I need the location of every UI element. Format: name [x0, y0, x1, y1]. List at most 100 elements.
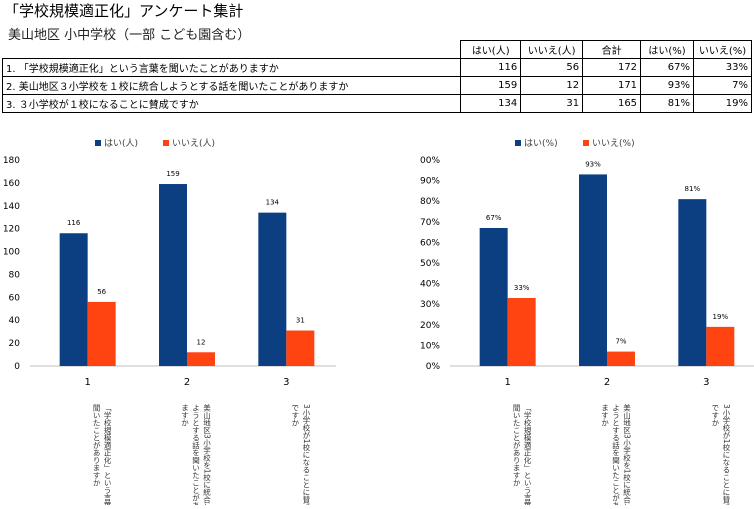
- bar: [579, 174, 607, 366]
- column-header: いいえ(%): [693, 40, 752, 59]
- bar: [187, 352, 215, 366]
- total-cell: 165: [582, 94, 642, 113]
- bar: [159, 184, 187, 366]
- bar: [286, 330, 315, 366]
- legend-swatch: [163, 140, 169, 146]
- data-label: 12: [197, 338, 206, 346]
- legend-swatch: [95, 140, 101, 146]
- y-tick-label: 70%: [420, 218, 440, 228]
- category-label: 3: [703, 377, 709, 388]
- legend-label: いいえ(人): [172, 138, 215, 149]
- bar: [258, 212, 287, 366]
- yes-count-cell: 134: [460, 94, 522, 113]
- y-tick-label: 90%: [420, 177, 440, 187]
- data-label: 31: [296, 317, 305, 325]
- category-note: ようとする話を聞いたことがあり: [191, 404, 200, 505]
- y-tick-label: 40: [9, 316, 21, 326]
- page-subtitle: 美山地区 小中学校（一部 こども園含む）: [8, 28, 251, 43]
- y-tick-label: 100: [3, 248, 20, 258]
- summary-table: はい(人) いいえ(人) 合計 はい(%) いいえ(%) 1. 「学校規模適正化…: [1, 40, 752, 113]
- data-label: 116: [67, 219, 81, 227]
- bar: [507, 298, 536, 366]
- category-note: 3小学校が1校になることに賛成: [302, 404, 311, 505]
- y-tick-label: 80: [9, 270, 21, 280]
- total-cell: 172: [582, 58, 642, 77]
- data-label: 81%: [685, 185, 701, 193]
- y-tick-label: 140: [3, 202, 20, 212]
- table-row: 2. 美山地区３小学校を１校に統合しようとする話を聞いたことがありますか 159…: [1, 76, 752, 95]
- y-tick-label: 100%: [420, 156, 440, 166]
- bar: [87, 301, 116, 366]
- column-header: いいえ(人): [520, 40, 584, 59]
- data-label: 134: [266, 199, 280, 207]
- y-tick-label: 10%: [420, 341, 440, 351]
- column-header: はい(人): [460, 40, 522, 59]
- question-cell: 3. ３小学校が１校になることに賛成ですか: [1, 94, 462, 113]
- question-cell: 1. 「学校規模適正化」という言葉を聞いたことがありますか: [1, 58, 462, 77]
- y-tick-label: 120: [3, 225, 20, 235]
- y-tick-label: 50%: [420, 259, 440, 269]
- bar: [607, 351, 635, 366]
- chart-svg: 0 20 40 60 80 100 120 140 160 180 はい(人) いいえ(人) 116 56…: [3, 138, 336, 505]
- category-note: 聞いたことがありますか: [512, 404, 521, 487]
- y-tick-label: 40%: [420, 280, 440, 290]
- bar: [479, 227, 508, 366]
- category-label: 1: [84, 377, 90, 388]
- percent-bar-chart: 0% 10% 20% 30% 40% 50% 60% 70% 80% 90% 100% はい(%) いい…: [420, 133, 754, 505]
- y-tick-label: 30%: [420, 300, 440, 310]
- y-tick-label: 160: [3, 179, 20, 189]
- no-pct-cell: 7%: [693, 76, 752, 95]
- category-note: ますか: [600, 404, 609, 427]
- question-cell: 2. 美山地区３小学校を１校に統合しようとする話を聞いたことがありますか: [1, 76, 462, 95]
- data-label: 33%: [514, 284, 530, 292]
- legend-label: はい(%): [524, 138, 558, 149]
- data-label: 56: [97, 288, 106, 296]
- yes-count-cell: 116: [460, 58, 522, 77]
- no-pct-cell: 19%: [693, 94, 752, 113]
- category-note: 聞いたことがありますか: [92, 404, 101, 487]
- data-label: 67%: [486, 214, 502, 222]
- bar: [678, 199, 707, 366]
- y-tick-label: 20: [9, 339, 21, 349]
- y-tick-label: 20%: [420, 321, 440, 331]
- legend-label: いいえ(%): [592, 138, 635, 149]
- chart-svg: 0% 10% 20% 30% 40% 50% 60% 70% 80% 90% 100% はい(%) いい…: [420, 138, 754, 505]
- category-note: 「学校規模適正化」という言葉を: [523, 404, 532, 505]
- category-label: 2: [604, 377, 610, 388]
- no-count-cell: 31: [520, 94, 584, 113]
- no-count-cell: 56: [520, 58, 584, 77]
- table-corner: [2, 40, 462, 59]
- yes-pct-cell: 81%: [640, 94, 694, 113]
- category-note: ですか: [291, 404, 300, 427]
- category-note: 3小学校が1校になることに賛成: [722, 404, 731, 505]
- legend-label: はい(人): [104, 138, 138, 149]
- data-label: 93%: [585, 160, 601, 168]
- total-cell: 171: [582, 76, 642, 95]
- category-note: ようとする話を聞いたことがあり: [611, 404, 620, 505]
- bar: [706, 326, 735, 366]
- table-row: 3. ３小学校が１校になることに賛成ですか 134 31 165 81% 19%: [1, 94, 752, 113]
- y-tick-label: 0: [14, 362, 20, 372]
- category-label: 2: [184, 377, 190, 388]
- category-note: ですか: [711, 404, 720, 427]
- no-pct-cell: 33%: [693, 58, 752, 77]
- no-count-cell: 12: [520, 76, 584, 95]
- legend-swatch: [583, 140, 589, 146]
- y-tick-label: 60%: [420, 238, 440, 248]
- category-note: 美山地区3小学校を1校に統合し: [202, 403, 211, 505]
- category-note: 「学校規模適正化」という言葉を: [103, 404, 112, 505]
- data-label: 19%: [713, 313, 729, 321]
- y-tick-label: 180: [3, 156, 20, 166]
- data-label: 7%: [615, 338, 626, 346]
- yes-count-cell: 159: [460, 76, 522, 95]
- category-label: 1: [504, 377, 510, 388]
- y-tick-label: 0%: [426, 362, 441, 372]
- table-row: 1. 「学校規模適正化」という言葉を聞いたことがありますか 116 56 172…: [1, 58, 752, 77]
- yes-pct-cell: 93%: [640, 76, 694, 95]
- data-label: 159: [166, 170, 179, 178]
- y-tick-label: 80%: [420, 197, 440, 207]
- table-header-row: はい(人) いいえ(人) 合計 はい(%) いいえ(%): [2, 40, 752, 59]
- bar: [59, 233, 88, 366]
- column-header: 合計: [582, 40, 642, 59]
- category-note: 美山地区3小学校を1校に統合し: [622, 403, 631, 505]
